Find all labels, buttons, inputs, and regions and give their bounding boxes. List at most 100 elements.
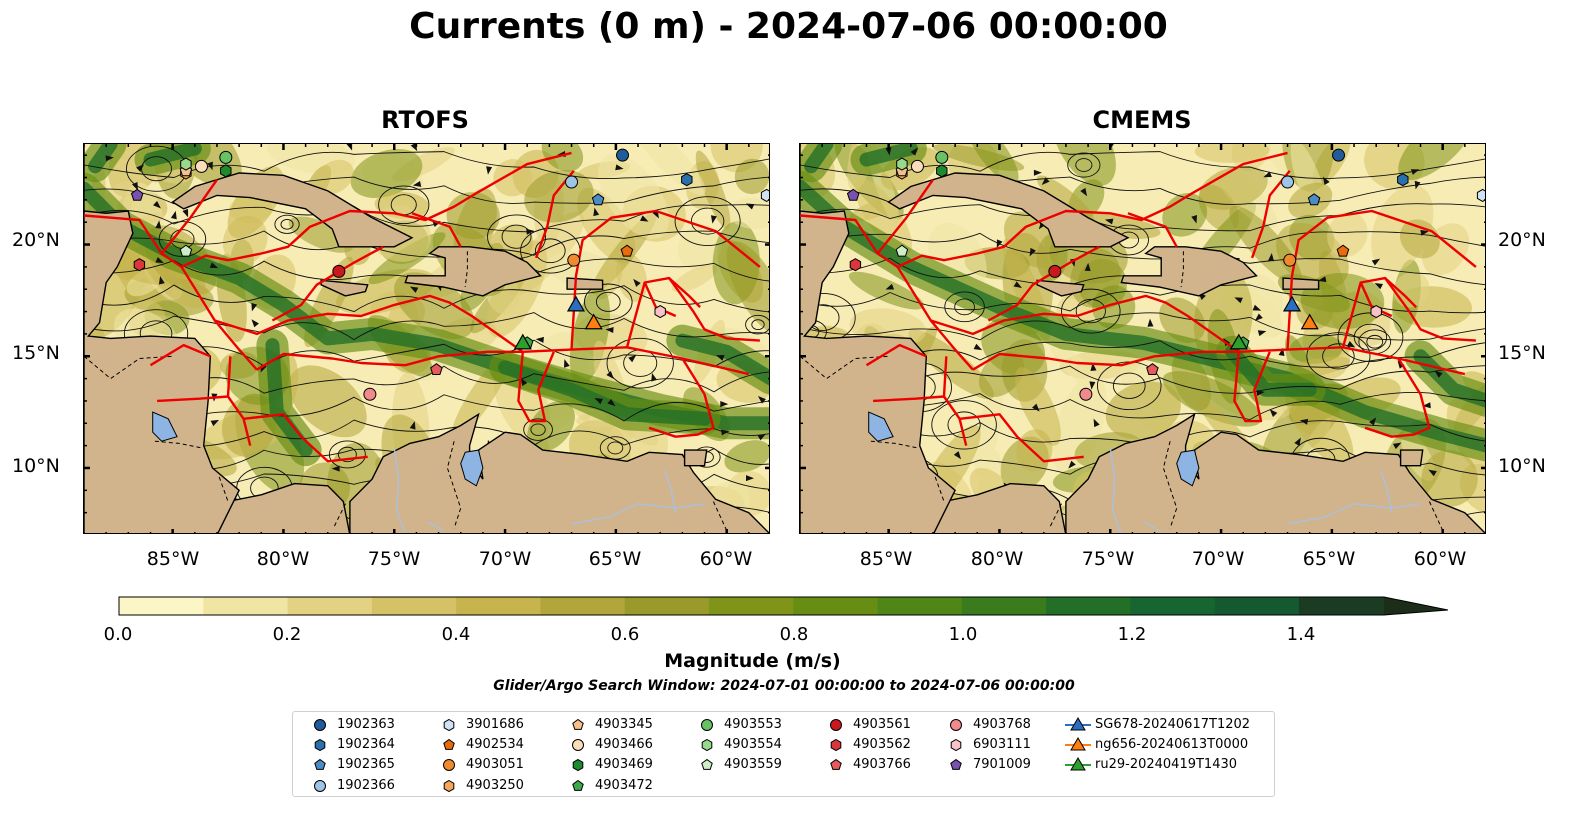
gliders (513, 295, 603, 350)
legend-label: 4903768 (973, 717, 1031, 732)
legend-triangle-icon (1070, 737, 1086, 751)
float-marker-4903766 (1146, 363, 1159, 375)
glider-marker-ng656-20240613T0000 (1300, 313, 1319, 330)
float-marker-4903559 (179, 244, 193, 257)
colorbar-label: Magnitude (m/s) (664, 650, 841, 672)
float-marker-4903554 (180, 157, 192, 171)
legend-label: 1902366 (337, 778, 395, 793)
figure-title: Currents (0 m) - 2024-07-06 00:00:00 (409, 6, 1168, 47)
float-marker-4903562 (133, 258, 146, 272)
panel-title-rtofs: RTOFS (381, 106, 469, 134)
colorbar-tick-2: 0.4 (441, 624, 471, 645)
legend-circle-icon (443, 759, 455, 771)
panel-title-cmems: CMEMS (1092, 106, 1192, 134)
float-marker-1902366 (1281, 175, 1295, 189)
colorbar-tick-7: 1.4 (1286, 624, 1316, 645)
lon-label-60w-cmems: 60°W (1413, 548, 1467, 570)
float-marker-6903111 (1370, 305, 1382, 319)
argo-floats (130, 148, 769, 401)
float-marker-4903768 (363, 387, 377, 401)
lat-label-20n-left: 20°N (12, 229, 60, 251)
glider-marker-ru29-20240419T1430 (513, 333, 532, 350)
float-marker-1902366 (565, 175, 579, 189)
legend-label: 1902363 (337, 717, 395, 732)
lat-label-10n-left: 10°N (12, 455, 60, 477)
glider-marker-SG678-20240617T1202 (566, 295, 586, 312)
float-marker-4903466 (910, 159, 924, 173)
strong-current-bands (84, 144, 769, 467)
glider-marker-ru29-20240419T1430 (1229, 333, 1248, 350)
float-marker-4903051 (1283, 253, 1297, 267)
float-marker-1902365 (591, 193, 605, 206)
lon-label-70w-cmems: 70°W (1191, 548, 1245, 570)
search-window-text: Glider/Argo Search Window: 2024-07-01 00… (493, 678, 1075, 694)
lon-label-60w-rtofs: 60°W (699, 548, 753, 570)
legend-triangle-icon (1070, 757, 1086, 771)
float-marker-4903469 (220, 164, 232, 178)
legend-pentagon-icon (572, 779, 584, 791)
float-marker-4903051 (567, 253, 581, 267)
legend-hexagon-icon (443, 718, 455, 732)
legend-label: 4903766 (853, 757, 911, 772)
legend-hexagon-icon (701, 738, 713, 752)
legend-label: 1902365 (337, 757, 395, 772)
colorbar-tick-6: 1.2 (1117, 624, 1147, 645)
legend-label: ru29-20240419T1430 (1095, 757, 1238, 772)
colorbar-segment (624, 597, 710, 615)
colorbar-segment (456, 597, 541, 615)
legend-circle-icon (950, 719, 962, 731)
legend-label: 4903554 (724, 737, 782, 752)
lat-label-20n-right: 20°N (1498, 229, 1546, 251)
legend-circle-icon (572, 739, 584, 751)
float-marker-1902365 (1307, 193, 1321, 206)
legend-label: 6903111 (973, 737, 1031, 752)
float-marker-4903562 (849, 258, 862, 272)
legend-label: 4903559 (724, 757, 782, 772)
float-marker-3901686 (1476, 188, 1485, 202)
lon-label-85w-rtofs: 85°W (146, 548, 200, 570)
glider-marker-SG678-20240617T1202 (1282, 295, 1302, 312)
colorbar-segment (1130, 597, 1216, 615)
float-marker-4902534 (620, 244, 634, 257)
float-marker-4903469 (936, 164, 948, 178)
axis-ticks (84, 144, 769, 533)
float-marker-1902364 (1397, 173, 1409, 187)
colorbar-segment (709, 597, 794, 615)
float-marker-7901009 (130, 188, 144, 201)
land (84, 144, 769, 533)
legend-circle-icon (701, 719, 713, 731)
legend-pentagon-icon (572, 718, 584, 730)
legend-label: 4903250 (466, 778, 524, 793)
float-marker-4903768 (1079, 387, 1093, 401)
legend-hexagon-icon (314, 738, 326, 752)
lat-label-15n-right: 15°N (1498, 342, 1546, 364)
float-marker-4903561 (332, 264, 346, 278)
lon-label-80w-cmems: 80°W (970, 548, 1024, 570)
legend: 1902363 1902364 1902365 1902366 3901686 49025… (292, 711, 1275, 797)
eez-boundaries (800, 151, 1477, 463)
colorbar-segment (287, 597, 373, 615)
lon-label-75w-cmems: 75°W (1081, 548, 1135, 570)
colorbar-tick-1: 0.2 (272, 624, 302, 645)
legend-pentagon-icon (830, 758, 842, 770)
legend-hexagon-icon (830, 738, 842, 752)
colorbar-segment (119, 597, 204, 615)
legend-label: 4903553 (724, 717, 782, 732)
legend-pentagon-icon (314, 758, 326, 770)
legend-label: SG678-20240617T1202 (1095, 717, 1251, 732)
map-panel-cmems[interactable] (799, 143, 1486, 534)
legend-pentagon-icon (443, 738, 455, 750)
lon-label-85w-cmems: 85°W (859, 548, 913, 570)
legend-label: 4903466 (595, 737, 653, 752)
colorbar-tick-4: 0.8 (779, 624, 809, 645)
gliders (1229, 295, 1319, 350)
float-marker-4903466 (194, 159, 208, 173)
lon-label-65w-cmems: 65°W (1302, 548, 1356, 570)
map-panel-rtofs[interactable] (83, 143, 770, 534)
colorbar-segment (1299, 597, 1384, 615)
axis-ticks (800, 144, 1485, 533)
float-marker-7901009 (846, 188, 860, 201)
colorbar-tick-5: 1.0 (948, 624, 978, 645)
colorbar-tick-0: 0.0 (103, 624, 133, 645)
float-marker-6903111 (654, 305, 666, 319)
